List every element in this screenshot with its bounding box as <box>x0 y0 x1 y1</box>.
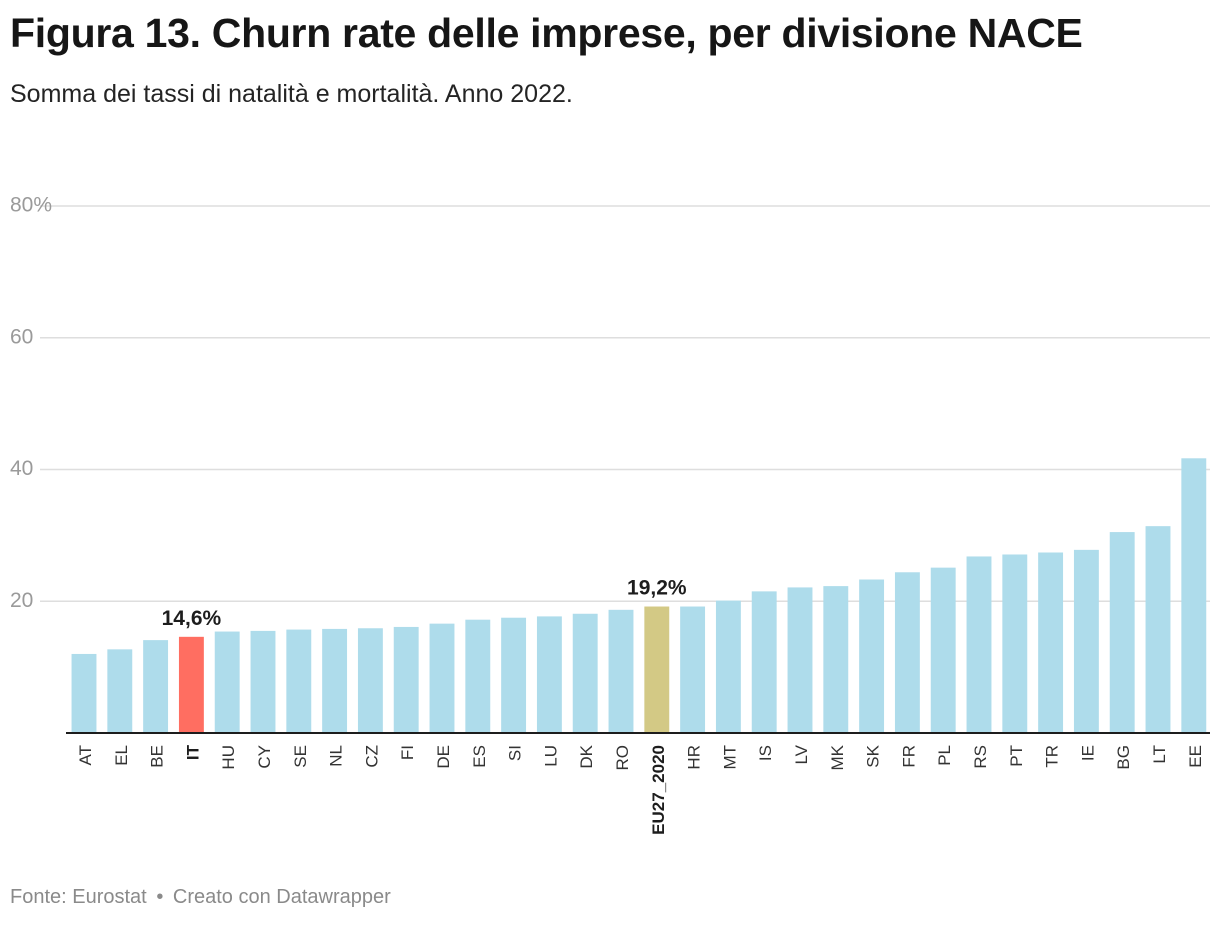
y-tick-label: 60 <box>10 325 33 348</box>
bar-ee <box>1181 458 1207 733</box>
x-tick-label-sk: SK <box>864 744 883 767</box>
bar-cy <box>250 630 276 733</box>
x-tick-label-is: IS <box>756 745 775 761</box>
x-tick-label-fr: FR <box>899 745 918 768</box>
bar-it <box>178 636 204 733</box>
tool-credit: Creato con Datawrapper <box>172 886 391 908</box>
bar-at <box>71 653 97 733</box>
bar-pl <box>930 567 956 733</box>
bar-rs <box>966 556 992 733</box>
bar-hr <box>680 606 706 733</box>
x-tick-label-si: SI <box>506 745 525 761</box>
x-tick-label-el: EL <box>112 745 131 766</box>
x-tick-label-hr: HR <box>685 745 704 770</box>
bar-lv <box>787 587 813 733</box>
chart-subtitle: Somma dei tassi di natalità e mortalità.… <box>10 80 573 108</box>
x-tick-label-cy: CY <box>255 745 274 769</box>
footer-separator: • <box>156 886 164 908</box>
bar-sk <box>859 579 885 733</box>
y-tick-label: 40 <box>10 457 33 480</box>
bar-chart: 20 40 60 80% 14,6% 19,2% AT EL BE IT HU CY SE NL CZ F… <box>10 194 1210 835</box>
bar-lu <box>536 616 562 733</box>
x-tick-label-cz: CZ <box>362 745 381 768</box>
bar-el <box>107 649 133 733</box>
bar-be <box>143 640 169 733</box>
x-tick-label-lt: LT <box>1150 745 1169 764</box>
bar-fi <box>393 626 419 733</box>
bar-bg <box>1109 532 1135 733</box>
source-credit: Fonte: Eurostat <box>10 886 147 908</box>
bar-si <box>501 617 527 733</box>
x-tick-label-dk: DK <box>577 744 596 768</box>
x-tick-label-rs: RS <box>971 745 990 769</box>
x-tick-label-ro: RO <box>613 745 632 771</box>
y-tick-label: 80% <box>10 194 52 217</box>
x-tick-label-pt: PT <box>1007 745 1026 767</box>
x-tick-label-lv: LV <box>792 744 811 764</box>
bar-ro <box>608 609 634 733</box>
x-tick-label-es: ES <box>470 745 489 768</box>
bar-eu27_2020 <box>644 606 670 733</box>
gridlines: 20 40 60 80% <box>10 194 1210 612</box>
chart-title: Figura 13. Churn rate delle imprese, per… <box>10 10 1083 56</box>
bar-is <box>751 591 777 733</box>
x-tick-label-pl: PL <box>935 745 954 766</box>
bar-nl <box>322 628 348 733</box>
x-tick-label-ee: EE <box>1186 745 1205 768</box>
x-axis: AT EL BE IT HU CY SE NL CZ FI DE ES SI LU DK RO EU27_202… <box>66 732 1210 835</box>
x-tick-label-hu: HU <box>219 745 238 770</box>
x-tick-label-tr: TR <box>1043 745 1062 768</box>
x-tick-label-it: IT <box>183 744 202 760</box>
x-tick-label-mt: MT <box>720 745 739 770</box>
bars <box>71 458 1207 733</box>
bar-lt <box>1145 526 1171 733</box>
bar-dk <box>572 613 598 733</box>
x-tick-label-nl: NL <box>327 745 346 767</box>
bar-mk <box>823 586 849 733</box>
bar-es <box>465 619 491 733</box>
x-tick-label-be: BE <box>148 745 167 768</box>
x-tick-label-at: AT <box>76 745 95 765</box>
x-tick-label-fi: FI <box>398 745 417 760</box>
x-tick-label-de: DE <box>434 745 453 769</box>
bar-fr <box>894 572 920 733</box>
x-tick-label-mk: MK <box>828 744 847 770</box>
bar-pt <box>1002 554 1028 733</box>
bar-ie <box>1073 549 1099 733</box>
x-tick-label-se: SE <box>291 745 310 768</box>
x-tick-label-ie: IE <box>1078 745 1097 761</box>
value-label-it: 14,6% <box>162 607 222 630</box>
bar-se <box>286 629 312 733</box>
x-tick-label-eu27_2020: EU27_2020 <box>649 745 668 835</box>
y-tick-label: 20 <box>10 589 33 612</box>
footer: Fonte: Eurostat • Creato con Datawrapper <box>10 886 391 909</box>
bar-de <box>429 623 455 733</box>
value-labels: 14,6% 19,2% <box>162 577 687 630</box>
bar-mt <box>715 600 741 733</box>
value-label-eu27_2020: 19,2% <box>627 577 687 600</box>
x-tick-label-lu: LU <box>541 745 560 767</box>
bar-cz <box>357 628 383 733</box>
x-tick-label-bg: BG <box>1114 745 1133 770</box>
bar-hu <box>214 631 240 733</box>
bar-tr <box>1038 552 1064 733</box>
